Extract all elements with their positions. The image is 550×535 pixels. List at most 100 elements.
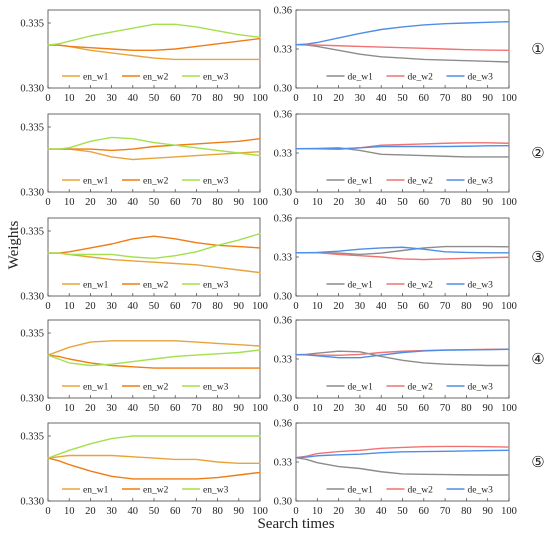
x-tick-label: 80 (212, 301, 223, 312)
series-line-de_w1 (295, 44, 510, 63)
x-tick-label: 30 (355, 301, 366, 312)
x-tick-label: 80 (461, 197, 472, 208)
x-tick-label: 50 (397, 403, 408, 414)
legend-label-en_w3: en_w3 (203, 485, 229, 495)
panel-de-5: 0 10 20 30 40 50 60 70 80 90 100 0.36 0.33 0.30 de_w1 d… (274, 419, 545, 518)
x-tick-label: 80 (461, 506, 472, 517)
x-tick-label: 0 (45, 197, 50, 208)
x-tick-label: 30 (106, 506, 117, 517)
legend-label-de_w1: de_w1 (348, 176, 374, 186)
y-tick-label: 0.30 (274, 292, 292, 303)
x-tick-label: 10 (312, 93, 323, 104)
panel-en-1: 0 10 20 30 40 50 60 70 80 90 100 0.335 0.330 en_w1 en_… (20, 9, 268, 104)
x-tick-label: 0 (45, 506, 50, 517)
x-tick-label: 80 (212, 197, 223, 208)
x-tick-label: 80 (212, 93, 223, 104)
x-tick-label: 50 (397, 301, 408, 312)
series-line-de_w2 (295, 44, 510, 51)
x-tick-label: 70 (191, 93, 202, 104)
panel-en-5: 0 10 20 30 40 50 60 70 80 90 100 0.335 0.330 en_w1 en_… (20, 422, 268, 517)
x-tick-label: 40 (128, 197, 139, 208)
x-tick-label: 50 (149, 506, 160, 517)
y-tick-label: 0.36 (274, 6, 292, 17)
y-tick-label: 0.33 (274, 355, 292, 366)
x-tick-label: 90 (234, 93, 245, 104)
x-tick-label: 50 (149, 403, 160, 414)
series-line-en_w1 (47, 252, 261, 274)
x-tick-label: 100 (252, 197, 268, 208)
legend-label-en_w1: en_w1 (83, 382, 109, 392)
series-line-de_w3 (295, 21, 510, 46)
x-tick-label: 70 (440, 197, 451, 208)
y-tick-label: 0.335 (20, 227, 44, 238)
x-tick-label: 100 (252, 506, 268, 517)
x-tick-label: 60 (419, 197, 430, 208)
x-tick-label: 10 (64, 403, 75, 414)
x-tick-label: 90 (234, 403, 245, 414)
x-tick-label: 90 (482, 301, 493, 312)
x-axis-title: Search times (257, 516, 334, 532)
x-tick-label: 40 (376, 403, 387, 414)
series-line-en_w2 (47, 457, 261, 480)
legend-label-de_w2: de_w2 (408, 280, 434, 290)
y-tick-label: 0.330 (20, 188, 44, 199)
series-line-de_w2 (295, 445, 510, 459)
x-tick-label: 10 (64, 93, 75, 104)
x-tick-label: 30 (355, 403, 366, 414)
legend-label-de_w1: de_w1 (348, 72, 374, 82)
x-tick-label: 90 (234, 506, 245, 517)
x-tick-label: 40 (128, 506, 139, 517)
series-line-en_w2 (47, 354, 261, 369)
x-tick-label: 60 (419, 93, 430, 104)
panel-en-2: 0 10 20 30 40 50 60 70 80 90 100 0.335 0.330 en_w1 en_… (20, 113, 268, 208)
x-tick-label: 0 (293, 93, 298, 104)
x-tick-label: 50 (149, 197, 160, 208)
y-tick-label: 0.330 (20, 292, 44, 303)
x-tick-label: 30 (355, 93, 366, 104)
x-tick-label: 30 (106, 301, 117, 312)
y-tick-label: 0.335 (20, 19, 44, 30)
series-line-de_w1 (295, 350, 510, 367)
x-tick-label: 100 (501, 506, 517, 517)
x-tick-label: 10 (312, 197, 323, 208)
y-tick-label: 0.30 (274, 188, 292, 199)
x-tick-label: 10 (312, 506, 323, 517)
x-tick-label: 20 (333, 301, 344, 312)
legend-label-de_w3: de_w3 (468, 485, 494, 495)
x-tick-label: 60 (170, 301, 181, 312)
panel-de-4: 0 10 20 30 40 50 60 70 80 90 100 0.36 0.33 0.30 de_w1 d… (274, 316, 545, 415)
series-line-en_w2 (47, 235, 261, 254)
x-tick-label: 40 (128, 93, 139, 104)
series-line-en_w1 (47, 340, 261, 356)
legend-label-de_w1: de_w1 (348, 382, 374, 392)
x-tick-label: 40 (376, 301, 387, 312)
x-tick-label: 100 (252, 403, 268, 414)
y-tick-label: 0.33 (274, 45, 292, 56)
x-tick-label: 70 (440, 506, 451, 517)
series-line-en_w2 (47, 137, 261, 152)
legend-label-en_w3: en_w3 (203, 382, 229, 392)
series-line-en_w3 (47, 136, 261, 157)
x-tick-label: 90 (234, 197, 245, 208)
x-tick-label: 100 (501, 301, 517, 312)
x-tick-label: 0 (293, 197, 298, 208)
y-tick-label: 0.335 (20, 329, 44, 340)
y-axis-title: Weights (6, 220, 22, 269)
y-tick-label: 0.36 (274, 110, 292, 121)
x-tick-label: 90 (482, 506, 493, 517)
x-tick-label: 10 (312, 301, 323, 312)
y-tick-label: 0.330 (20, 497, 44, 508)
series-line-de_w1 (295, 457, 510, 476)
x-tick-label: 80 (461, 403, 472, 414)
legend-label-en_w3: en_w3 (203, 72, 229, 82)
x-tick-label: 60 (419, 403, 430, 414)
legend-label-en_w1: en_w1 (83, 176, 109, 186)
x-tick-label: 10 (64, 197, 75, 208)
legend-label-de_w2: de_w2 (408, 176, 434, 186)
y-tick-label: 0.36 (274, 419, 292, 430)
x-tick-label: 60 (170, 506, 181, 517)
x-tick-label: 60 (170, 403, 181, 414)
x-tick-label: 70 (191, 506, 202, 517)
x-tick-label: 50 (149, 301, 160, 312)
